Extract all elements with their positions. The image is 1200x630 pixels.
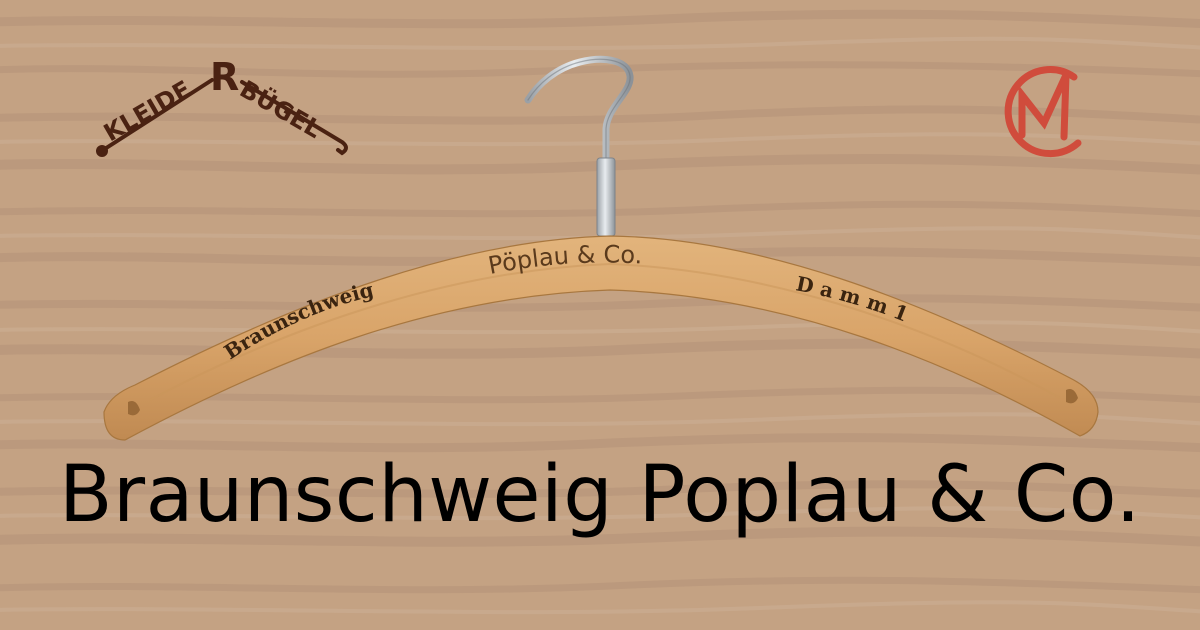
page-title: Braunschweig Poplau & Co. xyxy=(59,450,1141,540)
cm-monogram-logo: CM xyxy=(1004,66,1082,158)
hanger-wooden-arc xyxy=(103,235,1099,441)
logo-left-mark-r: R xyxy=(210,55,239,99)
hook-ferrule xyxy=(596,157,616,237)
hook-wire xyxy=(524,55,634,164)
kleiderbuegel-logo: KLEIDE R BÜGEL xyxy=(96,55,348,157)
